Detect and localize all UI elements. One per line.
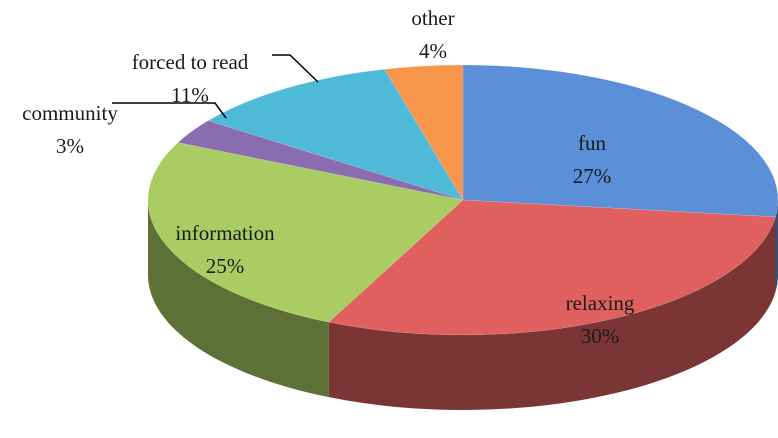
slice-value-label: 4% — [419, 39, 447, 63]
slice-label: information — [175, 221, 275, 245]
slice-side — [775, 200, 778, 292]
slice-side — [148, 200, 329, 398]
slice — [177, 120, 464, 201]
slice-label: forced to read — [132, 50, 249, 74]
slice-label: relaxing — [566, 291, 635, 315]
labels: fun 27% relaxing 30% information 25% community… — [22, 6, 635, 348]
slice — [328, 199, 776, 336]
slice-value-label: 11% — [171, 83, 209, 107]
slice-label: other — [411, 6, 454, 30]
leader-line — [272, 54, 319, 83]
slice — [147, 142, 464, 323]
slice — [207, 68, 464, 201]
slice-value-label: 3% — [56, 134, 84, 158]
slice-label: community — [22, 101, 118, 125]
slice-label: fun — [578, 131, 606, 155]
slice-value-label: 30% — [581, 324, 620, 348]
slice — [384, 64, 464, 201]
slice-value-label: 25% — [206, 254, 245, 278]
pie-sides — [148, 200, 778, 410]
slice — [462, 64, 778, 218]
leader-line — [112, 102, 227, 119]
slice-side — [328, 216, 776, 410]
pie-tops — [147, 64, 778, 336]
slice-value-label: 27% — [573, 164, 612, 188]
